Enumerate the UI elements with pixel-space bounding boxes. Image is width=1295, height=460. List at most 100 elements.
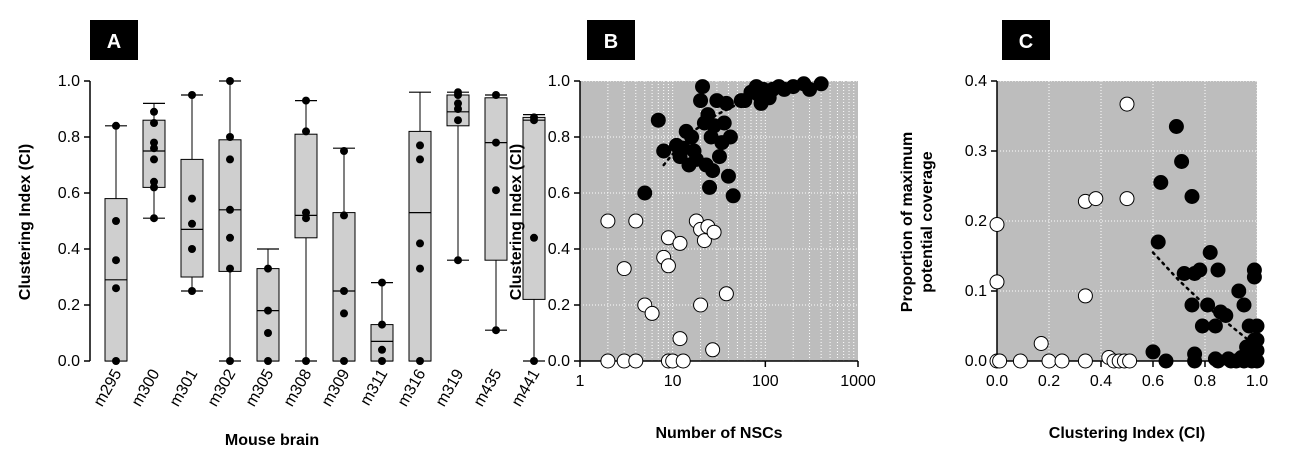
- data-point: [530, 116, 538, 125]
- data-point: [302, 96, 310, 105]
- data-point: [302, 357, 310, 365]
- x-tick-label: 10: [664, 373, 682, 390]
- open-marker: [1077, 353, 1093, 369]
- y-tick-label-a: 0.4: [58, 241, 80, 258]
- y-tick-label: 0.0: [548, 353, 570, 370]
- x-tick-label: 1000: [840, 373, 876, 390]
- data-point: [150, 107, 158, 116]
- open-marker: [616, 261, 632, 277]
- data-point: [150, 177, 158, 186]
- data-point: [340, 147, 348, 155]
- data-point: [112, 217, 120, 225]
- data-point: [340, 309, 348, 318]
- box-iqr: [256, 268, 280, 362]
- data-point: [378, 320, 386, 329]
- filled-marker: [1207, 318, 1223, 334]
- plot-area-b: 0.0 0.2 0.4 0.6 0.8 1.0 1 10 100 1000: [548, 73, 876, 390]
- x-tick-label-a: m305: [243, 366, 278, 409]
- y-tick-label-a: 0.6: [58, 185, 80, 202]
- data-point: [492, 138, 500, 147]
- data-point: [416, 357, 424, 365]
- panel-c: C 0.0 0.1 0.2 0.3 0.4 0.0 0.2 0.4 0.6 0.8 1.0 Prop…: [899, 20, 1268, 442]
- filled-marker: [684, 129, 700, 145]
- data-point: [378, 357, 386, 365]
- data-point: [150, 138, 158, 147]
- filled-marker: [1246, 269, 1262, 285]
- x-tick-label: 1: [576, 373, 585, 390]
- y-tick-label: 0.2: [965, 213, 987, 230]
- open-marker: [644, 305, 660, 321]
- data-point: [264, 306, 272, 315]
- filled-marker: [1192, 262, 1208, 278]
- x-tick-label: 100: [752, 373, 779, 390]
- data-point: [112, 121, 120, 130]
- open-marker: [1088, 191, 1104, 207]
- filled-marker: [725, 188, 741, 204]
- data-point: [226, 357, 234, 365]
- filled-marker: [693, 93, 709, 109]
- data-point: [492, 186, 500, 195]
- box-iqr: [180, 158, 204, 278]
- data-point: [378, 278, 386, 287]
- panel-letter-a: A: [107, 31, 121, 53]
- open-marker: [672, 235, 688, 251]
- panel-letter-b: B: [604, 31, 618, 53]
- x-tick-label-a: m435: [471, 366, 506, 409]
- panel-letter-box-a: [90, 20, 138, 60]
- filled-marker: [1174, 154, 1190, 169]
- data-point: [150, 214, 158, 223]
- panel-letter-box-b: [587, 20, 635, 60]
- data-point: [150, 119, 158, 127]
- data-point: [416, 239, 424, 248]
- panel-letter-box-c: [1002, 20, 1050, 60]
- open-marker: [1119, 191, 1135, 207]
- x-tick-label: 0.6: [1142, 373, 1164, 390]
- data-point: [226, 133, 234, 141]
- y-tick-label: 0.0: [965, 353, 987, 370]
- panel-a: A 0.0 0.2 0.4 0.6 0.8 1.0 m295 m300 m301 m302 m305…: [17, 20, 546, 449]
- box-iqr: [484, 97, 508, 261]
- x-tick-label-a: m441: [509, 366, 544, 409]
- x-tick-label: 0.2: [1038, 373, 1060, 390]
- x-tick-label-a: m295: [91, 366, 126, 409]
- open-marker: [696, 233, 712, 249]
- filled-marker: [1158, 353, 1174, 369]
- x-axis-title-b: Number of NSCs: [655, 425, 782, 442]
- x-tick-label-a: m316: [395, 366, 430, 409]
- data-point: [150, 155, 158, 164]
- open-marker: [628, 353, 644, 369]
- open-marker: [1054, 353, 1070, 369]
- filled-marker: [716, 115, 732, 131]
- panel-b: B 0.0 0.2 0.4 0.6 0.8 1.0 1 10 100 1000 Clusterin…: [508, 20, 876, 442]
- data-point: [226, 233, 234, 242]
- open-marker: [675, 353, 691, 369]
- filled-marker: [1210, 262, 1226, 278]
- box-iqr: [522, 116, 546, 300]
- filled-marker: [720, 168, 736, 184]
- data-point: [454, 116, 462, 125]
- data-point: [378, 345, 386, 354]
- data-point: [150, 183, 158, 192]
- open-marker: [705, 342, 721, 358]
- data-point: [150, 144, 158, 153]
- filled-marker: [1231, 283, 1247, 299]
- data-point: [188, 287, 196, 295]
- filled-marker: [702, 179, 718, 195]
- x-tick-label-a: m308: [281, 366, 316, 409]
- open-marker: [1077, 288, 1093, 304]
- filled-marker: [1187, 353, 1203, 369]
- open-marker: [672, 331, 688, 347]
- filled-marker: [1145, 344, 1161, 360]
- plot-area-c: 0.0 0.1 0.2 0.3 0.4 0.0 0.2 0.4 0.6 0.8 1.0: [965, 73, 1268, 390]
- y-tick-label-a: 0.0: [58, 353, 80, 370]
- data-point: [226, 205, 234, 214]
- data-point: [416, 264, 424, 273]
- y-axis-title-c-line1: Proportion of maximum: [899, 132, 916, 312]
- data-point: [264, 329, 272, 337]
- data-point: [454, 99, 462, 108]
- box-iqr: [142, 119, 166, 188]
- filled-marker: [1236, 297, 1252, 313]
- y-tick-label-a: 0.8: [58, 129, 80, 146]
- data-point: [112, 284, 120, 293]
